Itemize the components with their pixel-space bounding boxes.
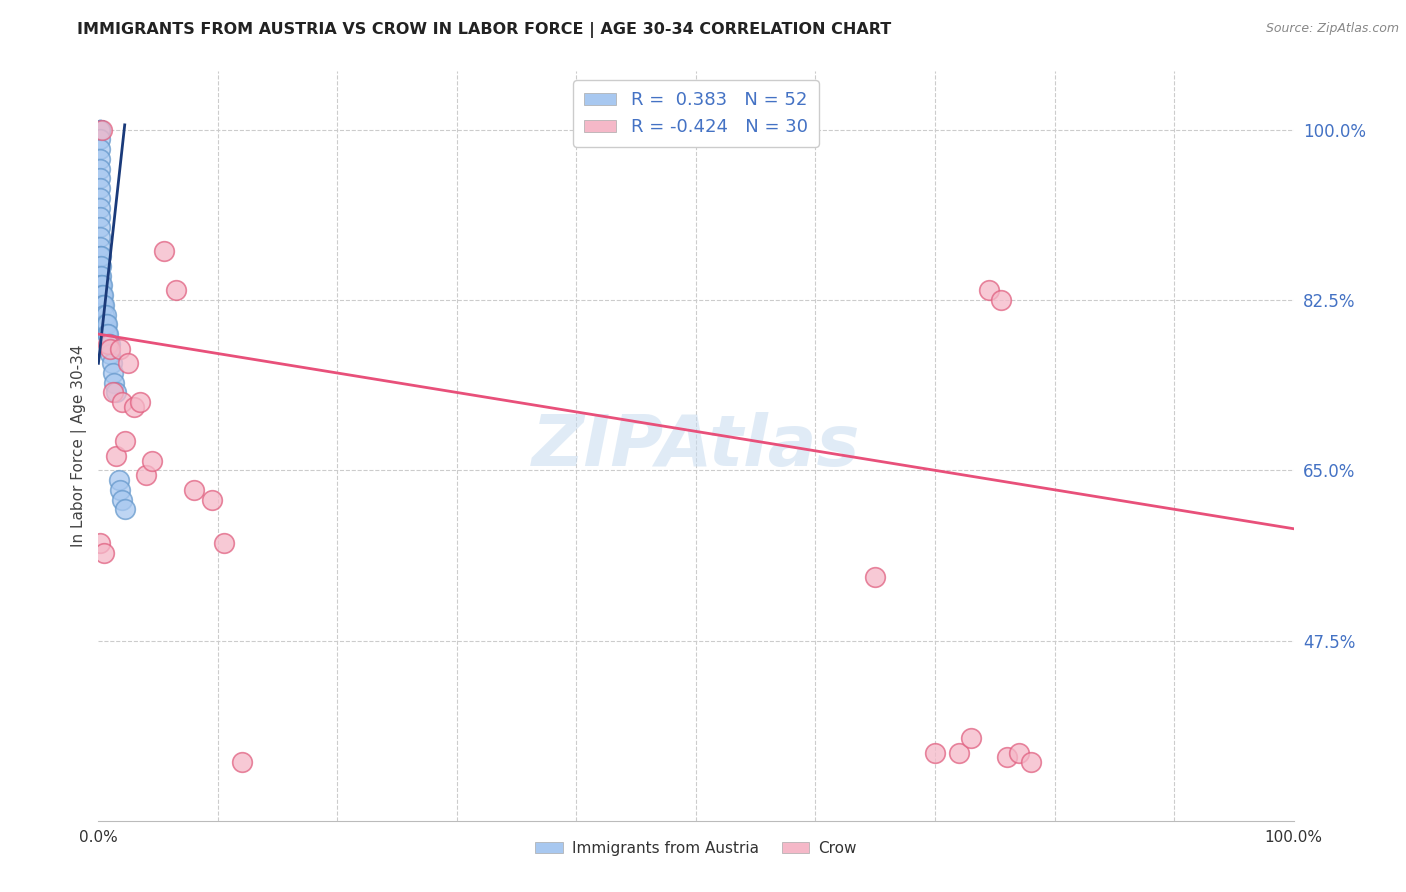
- Point: [995, 750, 1018, 764]
- Point: [89, 249, 111, 263]
- Point: [231, 756, 253, 770]
- Point: [100, 356, 122, 370]
- Point: [90, 268, 112, 283]
- Point: [153, 244, 176, 259]
- Y-axis label: In Labor Force | Age 30-34: In Labor Force | Age 30-34: [72, 344, 87, 548]
- Point: [960, 731, 983, 745]
- Point: [93, 298, 115, 312]
- Point: [89, 298, 111, 312]
- Point: [89, 278, 111, 293]
- Point: [108, 483, 131, 497]
- Point: [114, 502, 136, 516]
- Point: [91, 298, 114, 312]
- Point: [89, 142, 111, 156]
- Point: [93, 318, 115, 332]
- Point: [89, 308, 111, 322]
- Point: [89, 122, 111, 136]
- Point: [97, 336, 120, 351]
- Point: [94, 318, 117, 332]
- Point: [865, 570, 887, 584]
- Point: [89, 191, 111, 205]
- Text: IMMIGRANTS FROM AUSTRIA VS CROW IN LABOR FORCE | AGE 30-34 CORRELATION CHART: IMMIGRANTS FROM AUSTRIA VS CROW IN LABOR…: [77, 22, 891, 38]
- Point: [91, 122, 114, 136]
- Point: [114, 434, 136, 449]
- Point: [124, 400, 146, 414]
- Point: [924, 746, 946, 760]
- Point: [89, 288, 111, 302]
- Text: Source: ZipAtlas.com: Source: ZipAtlas.com: [1265, 22, 1399, 36]
- Point: [105, 385, 128, 400]
- Point: [91, 288, 114, 302]
- Point: [89, 122, 111, 136]
- Point: [98, 336, 121, 351]
- Point: [108, 342, 131, 356]
- Text: ZIPAtlas: ZIPAtlas: [531, 411, 860, 481]
- Point: [141, 453, 163, 467]
- Point: [96, 327, 118, 342]
- Point: [89, 229, 111, 244]
- Point: [90, 259, 112, 273]
- Point: [89, 220, 111, 235]
- Point: [111, 492, 134, 507]
- Point: [90, 278, 112, 293]
- Point: [97, 327, 120, 342]
- Point: [111, 395, 134, 409]
- Point: [990, 293, 1012, 307]
- Point: [89, 122, 111, 136]
- Point: [105, 449, 128, 463]
- Point: [89, 211, 111, 225]
- Point: [94, 308, 117, 322]
- Legend: Immigrants from Austria, Crow: Immigrants from Austria, Crow: [529, 835, 863, 862]
- Point: [98, 346, 122, 360]
- Point: [1019, 756, 1042, 770]
- Point: [165, 283, 187, 297]
- Point: [89, 201, 111, 215]
- Point: [89, 259, 111, 273]
- Point: [101, 366, 124, 380]
- Point: [89, 268, 111, 283]
- Point: [89, 122, 111, 136]
- Point: [89, 536, 111, 550]
- Point: [107, 473, 129, 487]
- Point: [93, 546, 115, 560]
- Point: [948, 746, 970, 760]
- Point: [201, 492, 224, 507]
- Point: [96, 318, 118, 332]
- Point: [117, 356, 139, 370]
- Point: [212, 536, 235, 550]
- Point: [183, 483, 205, 497]
- Point: [135, 468, 157, 483]
- Point: [89, 181, 111, 195]
- Point: [89, 132, 111, 146]
- Point: [103, 376, 125, 390]
- Point: [101, 385, 124, 400]
- Point: [89, 152, 111, 166]
- Point: [91, 298, 114, 312]
- Point: [91, 288, 114, 302]
- Point: [89, 122, 111, 136]
- Point: [89, 161, 111, 176]
- Point: [977, 283, 1000, 297]
- Point: [129, 395, 152, 409]
- Point: [89, 171, 111, 186]
- Point: [98, 336, 122, 351]
- Point: [98, 342, 122, 356]
- Point: [1008, 746, 1031, 760]
- Point: [90, 249, 112, 263]
- Point: [89, 239, 111, 253]
- Point: [93, 308, 115, 322]
- Point: [91, 278, 114, 293]
